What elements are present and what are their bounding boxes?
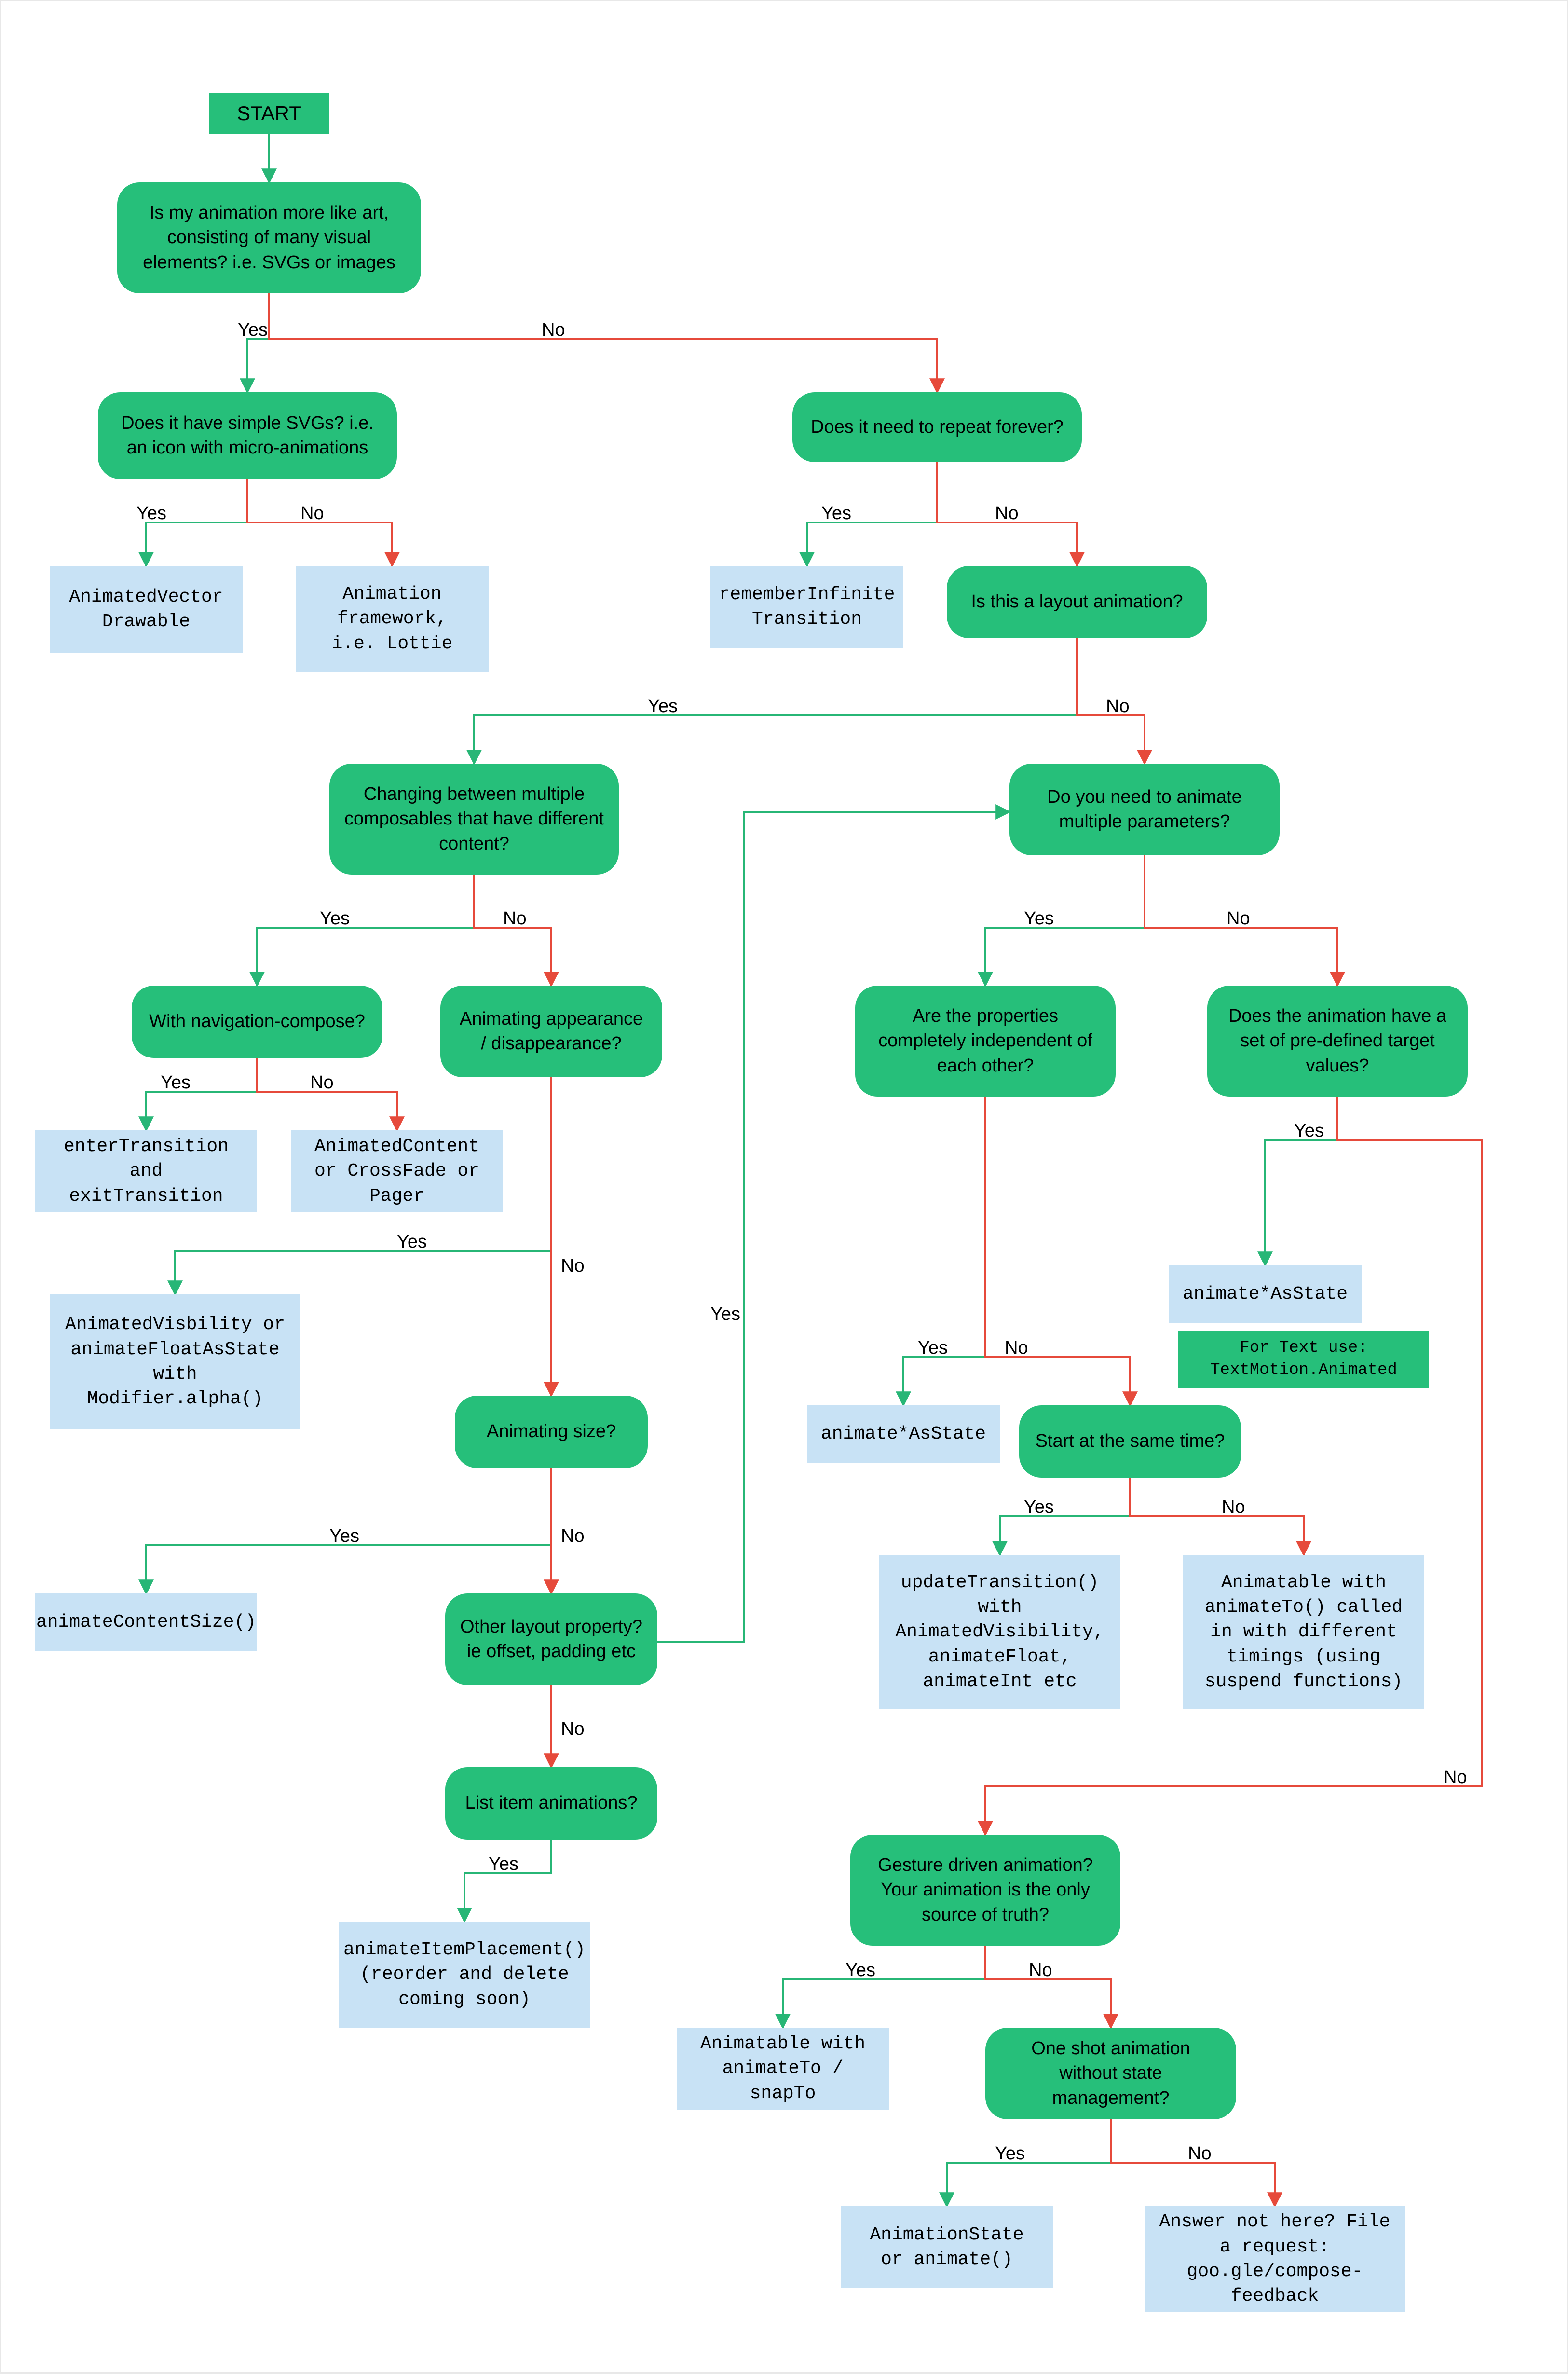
edge-label-yes: Yes bbox=[489, 1854, 518, 1875]
q-art: Is my animation more like art, consistin… bbox=[117, 182, 421, 293]
q-appear: Animating appearance / disappearance? bbox=[440, 986, 662, 1077]
edge-label-no: No bbox=[1188, 2143, 1212, 2164]
start-node: START bbox=[209, 93, 329, 134]
edge-label-no: No bbox=[995, 503, 1019, 524]
q-indep: Are the properties completely independen… bbox=[855, 986, 1116, 1097]
edge-label-no: No bbox=[300, 503, 324, 524]
edge-label-yes: Yes bbox=[845, 1960, 875, 1981]
t-visalpha: AnimatedVisbility or animateFloatAsState… bbox=[50, 1294, 300, 1429]
edge-label-yes: Yes bbox=[397, 1232, 427, 1252]
t-enterexit: enterTransition and exitTransition bbox=[35, 1130, 257, 1212]
edge-label-no: No bbox=[561, 1719, 585, 1740]
edge-label-yes: Yes bbox=[918, 1338, 948, 1359]
edge-label-yes: Yes bbox=[648, 696, 678, 717]
q-size: Animating size? bbox=[455, 1396, 648, 1468]
q-oneshot: One shot animation without state managem… bbox=[985, 2028, 1236, 2119]
edge-label-yes: Yes bbox=[238, 320, 268, 341]
t-animstate-l: animate*AsState bbox=[807, 1405, 1000, 1463]
q-sametime: Start at the same time? bbox=[1019, 1405, 1241, 1478]
t-animcontent: AnimatedContent or CrossFade or Pager bbox=[291, 1130, 503, 1212]
edge-label-no: No bbox=[1222, 1497, 1245, 1518]
q-predef: Does the animation have a set of pre-def… bbox=[1207, 986, 1468, 1097]
edge-label-no: No bbox=[1005, 1338, 1028, 1359]
t-updatetrans: updateTransition() with AnimatedVisibili… bbox=[879, 1555, 1120, 1709]
edge-label-yes: Yes bbox=[1024, 908, 1054, 929]
edge-label-yes: Yes bbox=[329, 1526, 359, 1547]
edge-label-no: No bbox=[561, 1526, 585, 1547]
t-lottie: Animation framework, i.e. Lottie bbox=[296, 566, 489, 672]
edge-label-no: No bbox=[503, 908, 527, 929]
edge-label-yes: Yes bbox=[1024, 1497, 1054, 1518]
edge-label-no: No bbox=[1106, 696, 1130, 717]
edge-label-yes: Yes bbox=[995, 2143, 1025, 2164]
t-avd: AnimatedVector Drawable bbox=[50, 566, 243, 653]
note-textmotion: For Text use: TextMotion.Animated bbox=[1178, 1331, 1429, 1388]
edge-label-yes: Yes bbox=[1294, 1121, 1324, 1141]
q-otherlayout: Other layout property? ie offset, paddin… bbox=[445, 1593, 657, 1685]
edge-label-yes: Yes bbox=[821, 503, 851, 524]
flowchart-canvas: START Is my animation more like art, con… bbox=[0, 0, 1568, 2374]
edge-label-no: No bbox=[1227, 908, 1250, 929]
edge-label-yes: Yes bbox=[320, 908, 350, 929]
t-animatable-snap: Animatable with animateTo / snapTo bbox=[677, 2028, 889, 2110]
edge-label-no: No bbox=[310, 1072, 334, 1093]
edge-label-yes: Yes bbox=[710, 1304, 740, 1325]
edge-label-yes: Yes bbox=[161, 1072, 191, 1093]
edge-label-no: No bbox=[542, 320, 565, 341]
edge-label-no: No bbox=[561, 1256, 585, 1277]
edge-label-no: No bbox=[1029, 1960, 1052, 1981]
t-animatable-timings: Animatable with animateTo() called in wi… bbox=[1183, 1555, 1424, 1709]
q-listitem: List item animations? bbox=[445, 1767, 657, 1840]
q-svg: Does it have simple SVGs? i.e. an icon w… bbox=[98, 392, 397, 479]
t-contentsize: animateContentSize() bbox=[35, 1593, 257, 1651]
q-gesture: Gesture driven animation? Your animation… bbox=[850, 1835, 1120, 1946]
q-multi: Changing between multiple composables th… bbox=[329, 764, 619, 875]
q-navcomp: With navigation-compose? bbox=[132, 986, 382, 1058]
t-infinite: rememberInfinite Transition bbox=[710, 566, 903, 648]
t-animstate-or: AnimationState or animate() bbox=[841, 2206, 1053, 2288]
t-filereq: Answer not here? File a request: goo.gle… bbox=[1145, 2206, 1405, 2312]
q-multiparam: Do you need to animate multiple paramete… bbox=[1009, 764, 1280, 855]
edge-label-no: No bbox=[1444, 1767, 1467, 1788]
t-animstate-r: animate*AsState bbox=[1169, 1265, 1362, 1323]
q-repeat: Does it need to repeat forever? bbox=[792, 392, 1082, 462]
q-layout: Is this a layout animation? bbox=[947, 566, 1207, 638]
t-itemplace: animateItemPlacement() (reorder and dele… bbox=[339, 1922, 590, 2028]
edge-label-yes: Yes bbox=[136, 503, 166, 524]
